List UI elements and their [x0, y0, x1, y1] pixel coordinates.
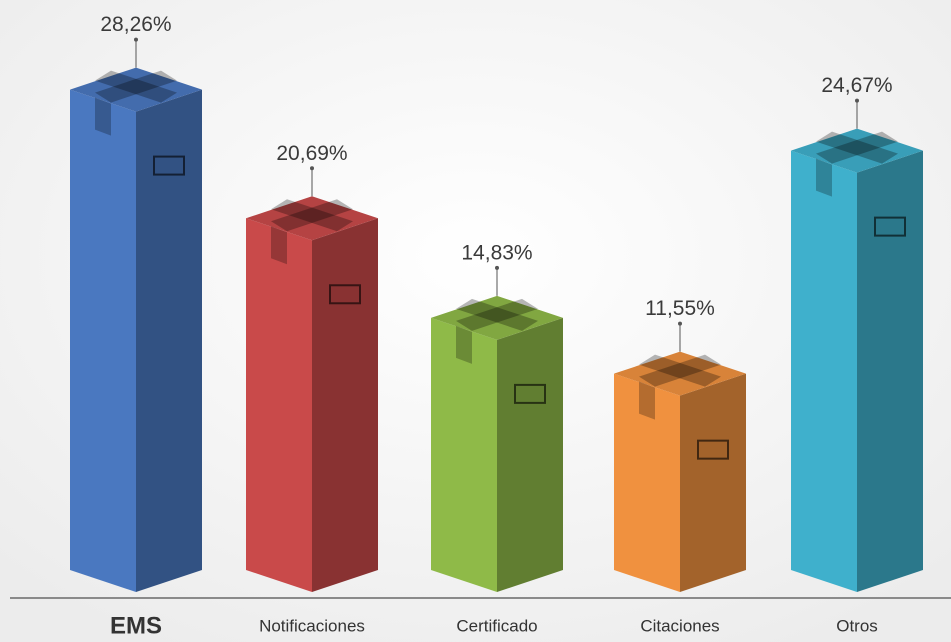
- tape: [639, 354, 721, 387]
- bar: [70, 89, 136, 592]
- bar-box: 20,69% Notificaciones: [246, 142, 378, 635]
- tape: [271, 199, 353, 232]
- value-label: 14,83%: [461, 241, 532, 264]
- bar-side: [680, 373, 746, 592]
- value-label: 24,67%: [821, 74, 892, 97]
- bars: 28,26% EMS 20,69% Notificaciones 14,83% Certi…: [70, 13, 923, 639]
- leader-dot: [678, 321, 682, 326]
- leader-dot: [134, 37, 138, 42]
- tape: [456, 298, 538, 331]
- label-icon: [697, 439, 729, 460]
- bar-side: [857, 150, 923, 593]
- x-tick-label: Notificaciones: [259, 616, 365, 635]
- x-tick-label: Certificado: [456, 616, 537, 635]
- value-label: 20,69%: [276, 142, 347, 165]
- x-tick-label: Otros: [836, 616, 878, 635]
- tape: [816, 131, 898, 164]
- bar: [791, 150, 857, 593]
- x-tick-label: EMS: [110, 612, 162, 639]
- bar: [246, 218, 312, 592]
- bar-side: [136, 89, 202, 592]
- leader-dot: [495, 265, 499, 270]
- tape: [816, 158, 832, 197]
- tape: [95, 70, 177, 103]
- tape: [816, 131, 898, 164]
- bar-top: [791, 128, 923, 173]
- bar-box: 14,83% Certificado: [431, 241, 563, 635]
- leader-dot: [855, 98, 859, 103]
- tape: [95, 70, 177, 103]
- bar-side: [497, 317, 563, 592]
- bar-side: [312, 218, 378, 592]
- x-tick-label: Citaciones: [640, 616, 719, 635]
- bar: [614, 373, 680, 592]
- tape: [271, 199, 353, 232]
- bar-top: [70, 67, 202, 112]
- label-icon: [874, 216, 906, 237]
- value-label: 28,26%: [100, 13, 171, 36]
- bar-top: [614, 351, 746, 396]
- label-icon: [514, 383, 546, 404]
- tape: [639, 354, 721, 387]
- bar: [431, 317, 497, 592]
- bar-box: 11,55% Citaciones: [614, 297, 746, 635]
- tape: [271, 226, 287, 265]
- label-icon: [329, 284, 361, 305]
- leader-dot: [310, 166, 314, 171]
- tape: [456, 325, 472, 364]
- tape: [456, 298, 538, 331]
- tape: [639, 381, 655, 420]
- tape: [95, 97, 111, 136]
- bar-top: [431, 295, 563, 340]
- value-label: 11,55%: [645, 297, 715, 320]
- bar-box: 28,26% EMS: [70, 13, 202, 639]
- bar-box: 24,67% Otros: [791, 74, 923, 635]
- label-icon: [153, 155, 185, 176]
- bar-top: [246, 196, 378, 241]
